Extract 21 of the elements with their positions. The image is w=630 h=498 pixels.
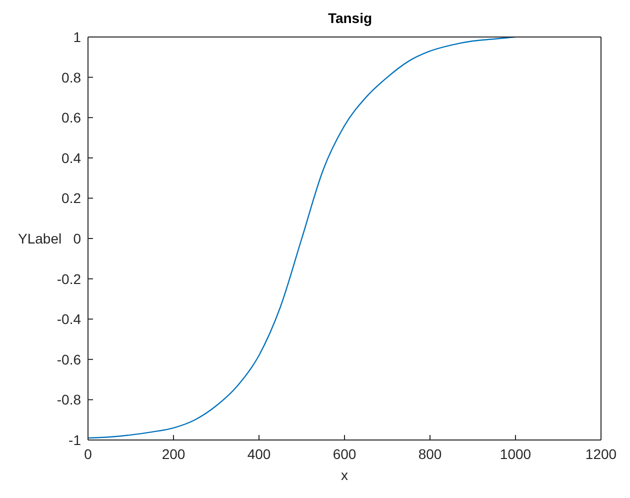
chart-title: Tansig [326, 10, 374, 26]
y-axis-title: YLabel [18, 230, 62, 246]
y-tick-label: 0.6 [62, 110, 82, 126]
y-tick-label: -0.2 [56, 270, 82, 287]
x-tick-label: 200 [162, 446, 186, 462]
y-tick-label: -0.4 [56, 311, 82, 328]
x-tick-label: 600 [332, 446, 356, 462]
y-tick-label: -0.6 [56, 351, 82, 368]
x-tick-label: 0 [84, 446, 92, 462]
y-tick-label: 1 [73, 28, 82, 45]
y-tick-label: -1 [68, 432, 82, 448]
x-tick-label: 1000 [500, 446, 532, 462]
y-tick-label: 0 [73, 230, 82, 246]
y-tick-label: 0.8 [62, 69, 82, 86]
x-tick-label: 400 [247, 446, 271, 462]
y-tick-label: 0.2 [62, 190, 82, 206]
y-tick-label: -0.8 [56, 392, 82, 408]
x-tick-label: 800 [418, 446, 442, 462]
x-axis-title: x [341, 467, 348, 483]
x-tick-label: 1200 [585, 446, 617, 462]
y-tick-label: 0.4 [62, 150, 82, 166]
